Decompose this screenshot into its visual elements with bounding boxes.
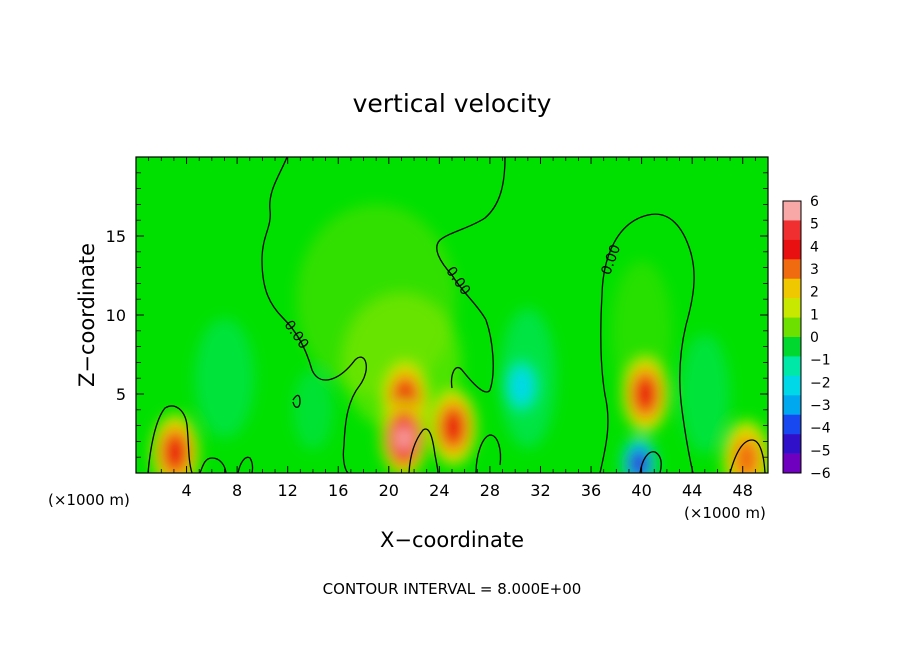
x-tick-label: 16 <box>328 481 348 500</box>
velocity-feature <box>622 437 657 473</box>
colorbar-swatch <box>783 395 801 416</box>
x-tick-label: 8 <box>232 481 242 500</box>
field-shading <box>152 204 768 473</box>
colorbar-swatch <box>783 453 801 474</box>
y-tick-label: 15 <box>106 227 126 246</box>
velocity-feature <box>622 356 669 432</box>
contour-lines <box>147 157 766 473</box>
colorbar-swatch <box>783 278 801 299</box>
colorbar-frame <box>782 200 802 474</box>
colorbar-tick-label: 1 <box>810 307 819 323</box>
zero-contour <box>639 451 662 473</box>
x-tick-label: 48 <box>733 481 753 500</box>
chart-title: vertical velocity <box>353 89 552 118</box>
zero-contour <box>292 394 301 408</box>
x-tick-label: 20 <box>379 481 399 500</box>
colorbar-tick-label: −1 <box>810 353 831 369</box>
contour-interval-note: CONTOUR INTERVAL = 8.000E+00 <box>323 580 582 598</box>
y-axis: 5 10 15 <box>106 172 768 458</box>
x-tick-label: 24 <box>429 481 449 500</box>
x-tick-label: 12 <box>278 481 298 500</box>
zero-contour <box>147 405 193 473</box>
x-axis-label: X−coordinate <box>380 528 524 552</box>
colorbar-swatch <box>783 298 801 318</box>
zero-contour <box>237 456 254 473</box>
zero-contour <box>261 157 367 473</box>
x-unit-label-right: (×1000 m) <box>684 504 766 522</box>
x-tick-label: 40 <box>631 481 651 500</box>
colorbar-swatch <box>783 201 801 221</box>
zero-contour <box>599 213 695 473</box>
colorbar-tick-label: 3 <box>810 262 819 278</box>
x-tick-label: 32 <box>530 481 550 500</box>
colorbar-tick-label: 5 <box>810 217 819 233</box>
colorbar-swatch <box>783 434 801 454</box>
zero-contour <box>436 157 506 393</box>
velocity-feature <box>430 389 477 466</box>
zero-contour <box>199 457 227 473</box>
x-tick-label: 44 <box>682 481 702 500</box>
y-tick-label: 10 <box>106 306 126 325</box>
colorbar-tick-label: −4 <box>810 421 831 437</box>
x-tick-label: 36 <box>581 481 601 500</box>
colorbar-swatch <box>783 337 801 357</box>
colorbar-swatch <box>783 259 801 280</box>
colorbar: 6 5 4 3 2 1 0 −1 −2 −3 −4 −5 −6 <box>782 194 831 482</box>
colorbar-tick-label: 4 <box>810 239 819 255</box>
y-axis-label: Z−coordinate <box>75 243 99 387</box>
colorbar-swatch <box>783 375 801 396</box>
colorbar-swatch <box>783 356 801 377</box>
x-tick-label: 4 <box>181 481 191 500</box>
colorbar-tick-label: −5 <box>810 443 831 459</box>
colorbar-swatch <box>783 317 801 338</box>
x-tick-label: 28 <box>480 481 500 500</box>
velocity-feature <box>380 400 427 473</box>
velocity-feature <box>152 414 199 473</box>
colorbar-swatch <box>783 414 801 435</box>
zero-contour <box>475 434 502 473</box>
velocity-feature <box>504 360 539 413</box>
colorbar-tick-label: −2 <box>810 375 831 391</box>
colorbar-swatch <box>783 239 801 260</box>
colorbar-swatch <box>783 220 801 241</box>
plot-area: 0.000.000.00 <box>136 157 768 473</box>
colorbar-tick-label: 0 <box>810 330 819 346</box>
x-axis: 4 8 12 16 20 24 28 32 36 40 44 48 <box>148 157 756 500</box>
x-unit-label-left: (×1000 m) <box>48 491 130 509</box>
colorbar-tick-label: 2 <box>810 285 819 301</box>
colorbar-tick-label: −6 <box>810 466 831 482</box>
colorbar-tick-label: 6 <box>810 194 819 210</box>
zero-contour <box>729 439 766 473</box>
zero-contour <box>408 428 439 473</box>
y-tick-label: 5 <box>116 385 126 404</box>
colorbar-tick-label: −3 <box>810 398 831 414</box>
